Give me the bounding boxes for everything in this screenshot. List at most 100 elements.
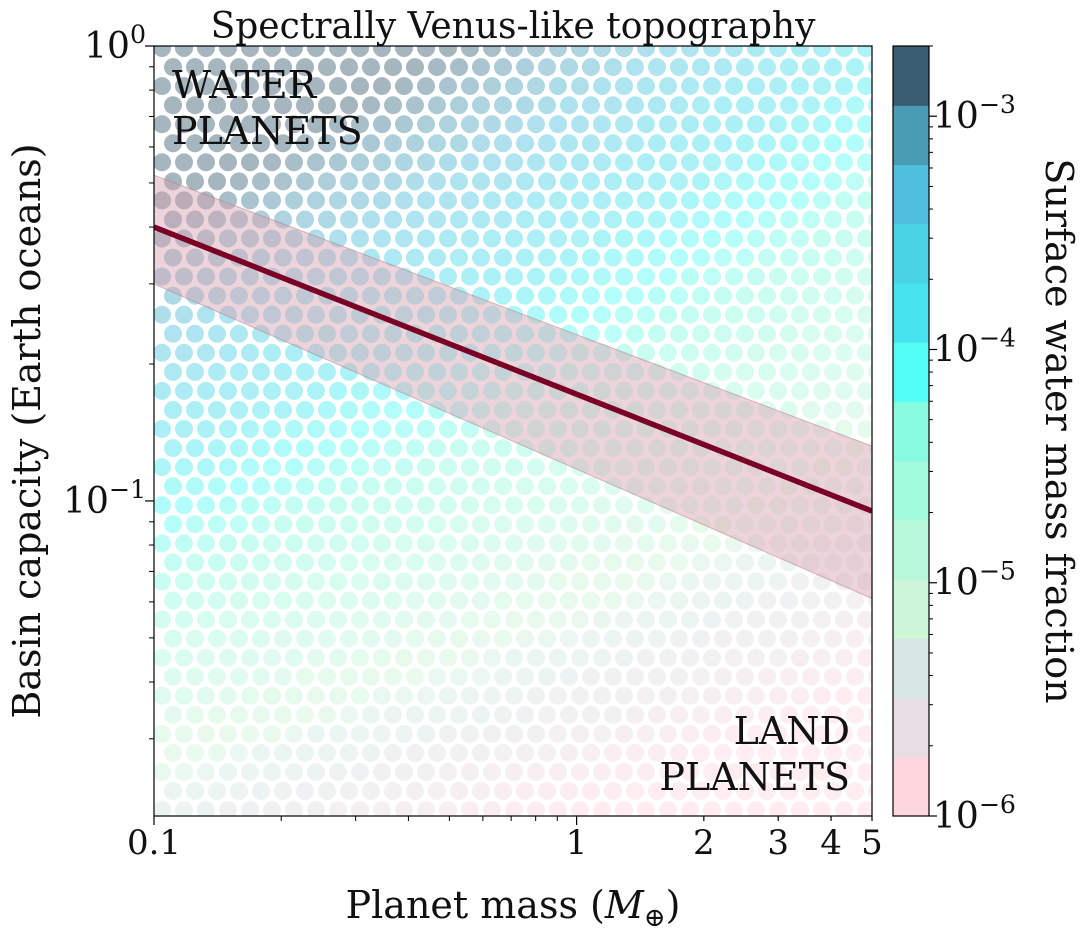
scatter-point	[164, 667, 182, 686]
scatter-point	[329, 648, 347, 667]
scatter-point	[252, 362, 270, 381]
scatter-point	[384, 324, 402, 343]
scatter-point	[164, 286, 182, 305]
scatter-point	[439, 763, 457, 781]
scatter-point	[417, 153, 435, 172]
scatter-point	[362, 58, 380, 77]
scatter-point	[549, 343, 567, 362]
scatter-point	[868, 402, 872, 418]
scatter-point	[868, 631, 872, 647]
scatter-point	[296, 705, 314, 724]
scatter-point	[758, 629, 776, 648]
scatter-point	[373, 763, 391, 781]
scatter-point	[208, 134, 226, 153]
scatter-point	[406, 248, 424, 267]
scatter-point	[318, 591, 336, 610]
scatter-point	[758, 743, 776, 762]
scatter-point	[241, 572, 259, 591]
scatter-point	[186, 782, 204, 800]
scatter-point	[340, 477, 358, 496]
scatter-point	[340, 515, 358, 534]
scatter-point	[824, 248, 842, 267]
scatter-point	[593, 610, 611, 629]
scatter-point	[549, 496, 567, 515]
scatter-point	[505, 496, 523, 515]
scatter-point	[736, 743, 754, 762]
scatter-point	[516, 782, 534, 800]
scatter-point	[472, 515, 490, 534]
scatter-point	[208, 401, 226, 419]
scatter-point	[769, 115, 787, 134]
scatter-point	[472, 58, 490, 77]
scatter-point	[395, 724, 413, 743]
scatter-point	[714, 134, 732, 153]
scatter-point	[164, 58, 182, 77]
scatter-point	[835, 267, 853, 286]
scatter-point	[362, 743, 380, 762]
scatter-point	[505, 77, 523, 96]
scatter-point	[703, 801, 721, 816]
scatter-point	[296, 743, 314, 762]
scatter-point	[362, 667, 380, 686]
scatter-point	[857, 343, 872, 362]
scatter-point	[197, 46, 215, 57]
scatter-point	[197, 763, 215, 781]
scatter-point	[780, 362, 798, 381]
scatter-point	[648, 439, 666, 458]
scatter-point	[450, 553, 468, 572]
scatter-point	[703, 267, 721, 286]
scatter-point	[659, 458, 677, 477]
scatter-point	[351, 724, 369, 743]
scatter-point	[219, 724, 237, 743]
scatter-point	[340, 96, 358, 115]
scatter-point	[494, 58, 512, 77]
scatter-point	[340, 743, 358, 762]
scatter-point	[747, 763, 765, 781]
scatter-point	[593, 115, 611, 134]
scatter-point	[472, 705, 490, 724]
scatter-point	[747, 191, 765, 210]
scatter-point	[208, 743, 226, 762]
scatter-point	[692, 362, 710, 381]
scatter-point	[593, 572, 611, 591]
scatter-point	[461, 191, 479, 210]
scatter-point	[538, 58, 556, 77]
scatter-point	[252, 591, 270, 610]
annotation: LAND PLANETS	[659, 709, 850, 799]
scatter-point	[725, 305, 743, 324]
scatter-point	[186, 401, 204, 419]
scatter-point	[197, 686, 215, 705]
scatter-point	[802, 591, 820, 610]
scatter-point	[582, 477, 600, 496]
scatter-point	[318, 667, 336, 686]
scatter-point	[593, 801, 611, 816]
scatter-point	[813, 46, 831, 57]
scatter-point	[505, 267, 523, 286]
scatter-point	[758, 439, 776, 458]
scatter-point	[857, 46, 872, 57]
scatter-point	[472, 248, 490, 267]
scatter-point	[681, 77, 699, 96]
scatter-point	[593, 458, 611, 477]
scatter-point	[241, 496, 259, 515]
scatter-point	[318, 743, 336, 762]
scatter-point	[802, 58, 820, 77]
scatter-point	[736, 96, 754, 115]
scatter-point	[835, 77, 853, 96]
scatter-point	[846, 553, 864, 572]
scatter-point	[219, 496, 237, 515]
scatter-point	[703, 381, 721, 400]
scatter-point	[549, 763, 567, 781]
scatter-point	[736, 591, 754, 610]
scatter-point	[241, 724, 259, 743]
scatter-point	[604, 629, 622, 648]
scatter-point	[626, 286, 644, 305]
scatter-point	[494, 210, 512, 229]
scatter-point	[538, 515, 556, 534]
scatter-point	[450, 324, 468, 343]
scatter-point	[725, 801, 743, 816]
scatter-point	[483, 46, 501, 57]
scatter-point	[406, 172, 424, 191]
scatter-point	[241, 686, 259, 705]
